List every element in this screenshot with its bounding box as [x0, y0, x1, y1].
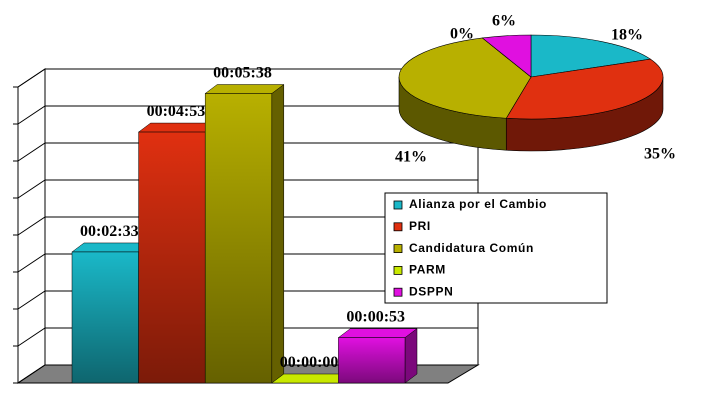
legend: Alianza por el Cambio PRI Candidatura Comú…: [384, 192, 608, 304]
legend-label: PARM: [409, 263, 446, 277]
bar-top: [337, 328, 418, 338]
value-label: 00:00:53: [346, 309, 405, 326]
plot-area: 00:02:33 00:04:53 00:05:38 00:00:00 00:00:53: [13, 65, 480, 384]
value-label: 00:02:33: [80, 223, 139, 240]
grid-line: [17, 364, 478, 384]
grid-line: [17, 216, 478, 236]
grid-line: [17, 327, 478, 347]
bar-shade: [72, 251, 139, 383]
value-label: 00:05:38: [213, 65, 272, 82]
grid-line: [17, 105, 478, 125]
bar-top: [204, 84, 285, 94]
bar-shade: [205, 93, 272, 383]
legend-label: PRI: [409, 219, 431, 233]
pie-label: 6%: [492, 13, 516, 30]
pie-slice: [398, 37, 532, 119]
bar-shade: [338, 337, 405, 383]
legend-label: Candidatura Común: [409, 241, 534, 255]
legend-box: [384, 192, 608, 304]
legend-swatch: [393, 244, 403, 254]
legend-label: Alianza por el Cambio: [409, 197, 547, 211]
pie-label: 41%: [395, 149, 427, 166]
pie-side-shade: [506, 77, 663, 151]
grid-line: [17, 253, 478, 273]
legend-swatch: [393, 265, 403, 275]
value-label: 00:00:00: [280, 354, 339, 371]
legend-swatch: [393, 222, 403, 232]
pie-slice: [481, 34, 532, 78]
pie-label: 0%: [450, 26, 474, 43]
grid-line: [17, 68, 478, 88]
pie-side-shade: [399, 77, 507, 151]
grid-line: [17, 290, 478, 310]
pie-slice: [505, 58, 664, 120]
grid-line: [17, 142, 478, 162]
bar-side-shade: [405, 328, 417, 383]
pie-slice: [530, 34, 652, 78]
bar-side-shade: [271, 84, 284, 383]
pie: 18% 35% 41% 0% 6%: [395, 13, 676, 166]
grid-line: [17, 179, 478, 199]
value-label: 00:04:53: [147, 103, 206, 120]
pie-label: 35%: [644, 146, 676, 163]
legend-swatch: [393, 287, 403, 297]
legend-swatch: [393, 200, 403, 210]
pie-label: 18%: [611, 27, 643, 44]
bar-shade: [138, 132, 206, 383]
legend-label: DSPPN: [409, 284, 453, 298]
